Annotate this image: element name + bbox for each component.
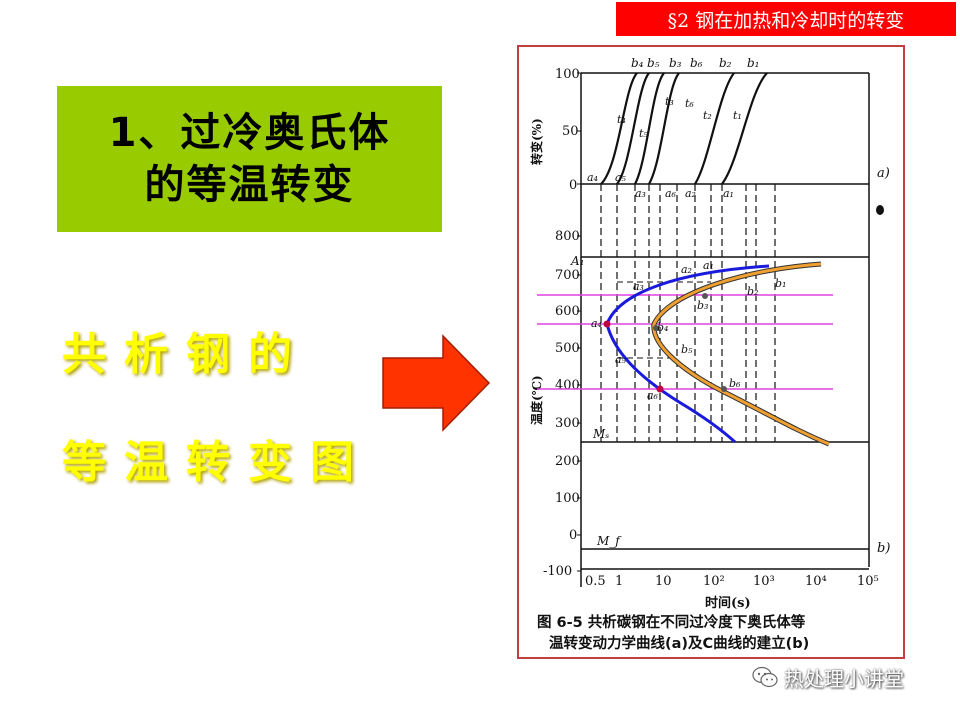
slide-title-line-2: 的等温转变	[144, 162, 355, 208]
figure-caption: 图 6-5 共析碳钢在不同过冷度下奥氏体等 温转变动力学曲线(a)及C曲线的建立…	[537, 613, 897, 655]
figure-caption-line-2: 温转变动力学曲线(a)及C曲线的建立(b)	[549, 636, 810, 652]
section-title: §2 钢在加热和冷却时的转变	[667, 9, 905, 32]
lower-tick-100: 100	[555, 491, 580, 506]
lower-tick-800: 800	[555, 229, 580, 244]
zero-label-a5: a₅	[615, 171, 627, 184]
zero-label-a1: a₁	[723, 187, 734, 200]
curve-label-a6: a₆	[647, 389, 659, 402]
curve-label-a2: a₂	[681, 263, 692, 276]
zero-label-a4: a₄	[587, 171, 598, 184]
yellow-caption-line-1: 共析钢的	[62, 329, 310, 380]
ink-blot	[876, 205, 884, 215]
ttt-diagram-svg: 100 50 0 转变(%) 800 700 600 500 400 300 2…	[529, 56, 890, 611]
slide-title-line-1: 1、过冷奥氏体	[108, 110, 391, 156]
x-tick-1: 1	[615, 574, 623, 589]
top-label-b5: b₅	[647, 56, 660, 70]
lower-tick-600: 600	[555, 304, 580, 319]
top-label-b3: b₃	[669, 56, 682, 70]
curve-label-b6: b₆	[729, 377, 741, 390]
zero-label-a3: a₃	[635, 187, 646, 200]
t-label-t2: t₂	[703, 109, 712, 122]
t-label-t3: t₃	[665, 95, 674, 108]
transformation-start-curve	[605, 264, 770, 444]
Mf-label: M_f	[596, 534, 622, 548]
lower-tick-300: 300	[555, 416, 580, 431]
upper-tick-50: 50	[562, 124, 579, 139]
top-label-b2: b₂	[719, 56, 732, 70]
t-label-t5: t₅	[639, 127, 648, 140]
slide-title-box: 1、过冷奥氏体 的等温转变	[57, 86, 442, 232]
x-axis-label: 时间(s)	[705, 595, 751, 611]
t-label-t6: t₆	[685, 97, 694, 110]
lower-tick-700: 700	[555, 268, 580, 283]
watermark-text: 热处理小讲堂	[784, 666, 904, 691]
x-tick-100: 10²	[703, 574, 725, 589]
A1-label: A₁	[570, 254, 584, 268]
top-label-b4: b₄	[631, 56, 644, 70]
x-tick-1000: 10³	[753, 574, 775, 589]
x-tick-0.5: 0.5	[585, 574, 606, 589]
Ms-label: Mₛ	[592, 427, 609, 441]
x-tick-10000: 10⁴	[805, 574, 827, 589]
zero-label-a6: a₆	[665, 187, 677, 200]
wechat-icon	[752, 666, 778, 688]
curve-label-b1: b₁	[775, 277, 786, 290]
curve-label-a3: a₃	[633, 280, 644, 293]
right-arrow-icon	[382, 334, 491, 432]
curve-label-b3: b₃	[697, 299, 708, 312]
zero-label-a2: a₂	[685, 187, 696, 200]
upper-panel-frame	[580, 72, 870, 587]
yellow-caption-line-2: 等温转变图	[62, 437, 372, 488]
kinetic-curves	[600, 72, 768, 185]
lower-tick-200: 200	[555, 454, 580, 469]
panel-a-label: a)	[877, 166, 890, 181]
transformation-finish-curve	[652, 262, 830, 446]
section-header-banner: §2 钢在加热和冷却时的转变	[616, 2, 956, 36]
x-tick-100000: 10⁵	[857, 574, 879, 589]
figure-caption-line-1: 图 6-5 共析碳钢在不同过冷度下奥氏体等	[537, 615, 806, 631]
curve-label-b5: b₅	[681, 343, 693, 356]
lower-tick-0: 0	[569, 528, 577, 543]
curve-label-b2: b₂	[747, 285, 758, 298]
panel-b-label: b)	[877, 541, 890, 556]
top-label-b6: b₆	[690, 56, 703, 70]
top-label-b1: b₁	[747, 56, 760, 70]
t-label-t4: t₄	[617, 113, 626, 126]
curve-label-a5: a₅	[615, 353, 627, 366]
upper-tick-100: 100	[555, 67, 580, 82]
upper-tick-0: 0	[569, 178, 577, 193]
x-tick-10: 10	[655, 574, 672, 589]
watermark: 热处理小讲堂	[752, 663, 952, 691]
curve-label-a4: a₄	[591, 317, 602, 330]
lower-tick-400: 400	[555, 378, 580, 393]
curve-label-a1: a₁	[703, 259, 714, 272]
upper-y-axis-label: 转变(%)	[529, 118, 544, 165]
ttt-diagram-figure: 100 50 0 转变(%) 800 700 600 500 400 300 2…	[517, 45, 905, 659]
t-label-t1: t₁	[733, 109, 742, 122]
lower-y-axis-label: 温度(℃)	[529, 375, 544, 425]
curve-label-b4: b₄	[657, 321, 668, 334]
lower-tick-minus-100: -100	[543, 564, 572, 579]
lower-tick-500: 500	[555, 341, 580, 356]
